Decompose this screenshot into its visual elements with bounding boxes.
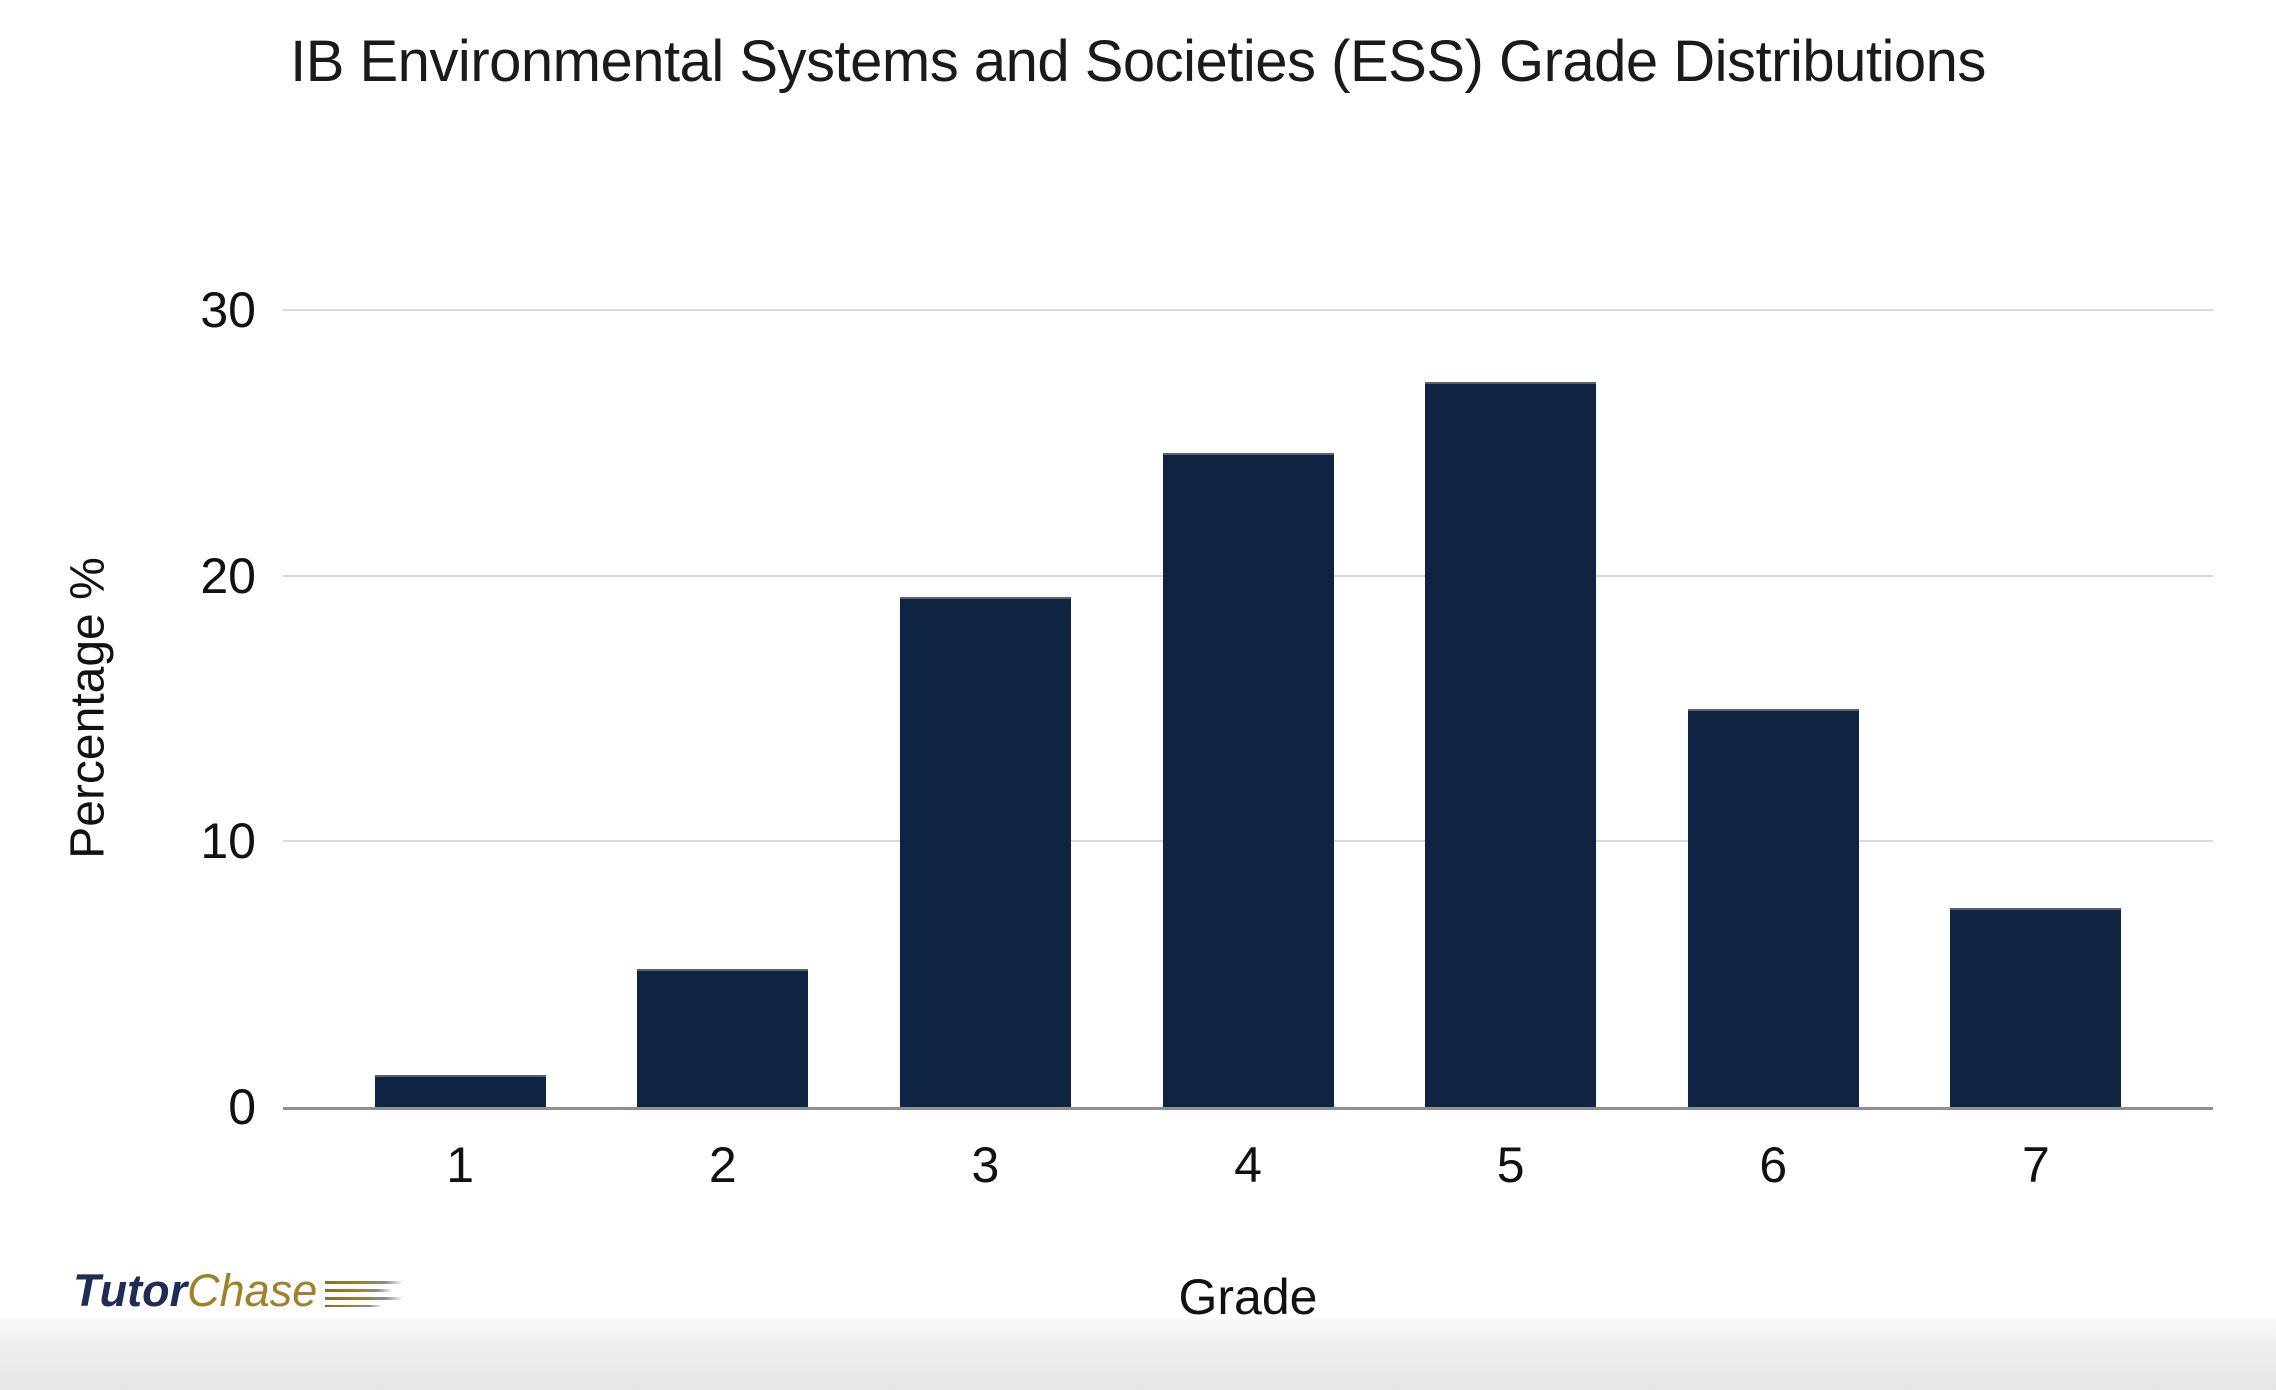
- y-tick-label-10: 10: [200, 813, 256, 870]
- chart-title: IB Environmental Systems and Societies (…: [290, 29, 1986, 94]
- plot-area: [283, 309, 2213, 1110]
- x-tick-label-2: 2: [708, 1137, 737, 1193]
- y-tick-label-20: 20: [200, 547, 256, 604]
- x-axis-tick-labels: 1 2 3 4 5 6 7: [283, 1140, 2213, 1200]
- y-axis-tick-labels: 0 10 20 30: [120, 285, 256, 1132]
- logo-text-chase: Chase: [187, 1265, 318, 1316]
- bar-grade-6: [1687, 708, 1859, 1107]
- bar-grade-2: [637, 968, 809, 1107]
- logo-text-tutor: Tutor: [73, 1265, 188, 1316]
- x-axis-title: Grade: [1178, 1269, 1318, 1325]
- x-tick-label-6: 6: [1759, 1137, 1788, 1193]
- x-tick-label-3: 3: [971, 1137, 1000, 1193]
- bar-grade-7: [1950, 907, 2122, 1107]
- y-axis-title: Percentage %: [61, 557, 115, 859]
- footer-gradient-band: [0, 1318, 2276, 1390]
- bar-grade-1: [374, 1075, 546, 1107]
- y-tick-label-0: 0: [228, 1079, 256, 1135]
- bar-grade-5: [1425, 381, 1597, 1107]
- bar-grade-3: [899, 596, 1071, 1107]
- gridline-30: [283, 309, 2213, 311]
- tutorchase-logo: Tutor Chase: [73, 1265, 402, 1316]
- x-tick-label-5: 5: [1496, 1137, 1525, 1193]
- bar-grade-4: [1162, 453, 1334, 1107]
- x-tick-label-4: 4: [1234, 1137, 1262, 1193]
- x-tick-label-7: 7: [2021, 1137, 2050, 1193]
- x-tick-label-1: 1: [446, 1137, 475, 1193]
- y-tick-label-30: 30: [200, 282, 256, 338]
- speed-lines-icon: [325, 1280, 402, 1307]
